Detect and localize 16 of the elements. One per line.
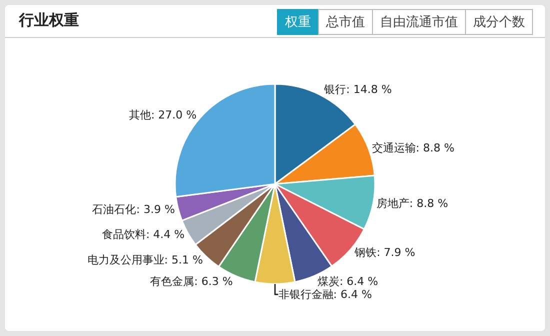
text: 自由流通市值 (372, 9, 466, 35)
slice-label: 有色金属: 6.3 % (150, 275, 233, 288)
slice-label: 房地产: 8.8 % (376, 196, 448, 210)
slice-label: 交通运输: 8.8 % (372, 141, 454, 154)
chart-title: 行业权重 (19, 11, 79, 30)
slice-label: 其他: 27.0 % (128, 108, 197, 122)
slice-label: 银行: 14.8 % (323, 82, 392, 96)
slice-label: 石油石化: 3.9 % (92, 202, 175, 216)
text: 成分个数 (465, 9, 533, 35)
text: 权重 (277, 9, 319, 35)
slice-label: 电力及公用事业: 5.1 % (87, 254, 203, 266)
text: 总市值 (318, 9, 373, 35)
slice-label: 钢铁: 7.9 % (354, 246, 416, 260)
slice-label: 食品饮料: 4.4 % (102, 228, 185, 242)
slice-label: 非银行金融: 6.4 % (278, 288, 372, 301)
slice-label: 煤炭: 6.4 % (317, 274, 378, 288)
